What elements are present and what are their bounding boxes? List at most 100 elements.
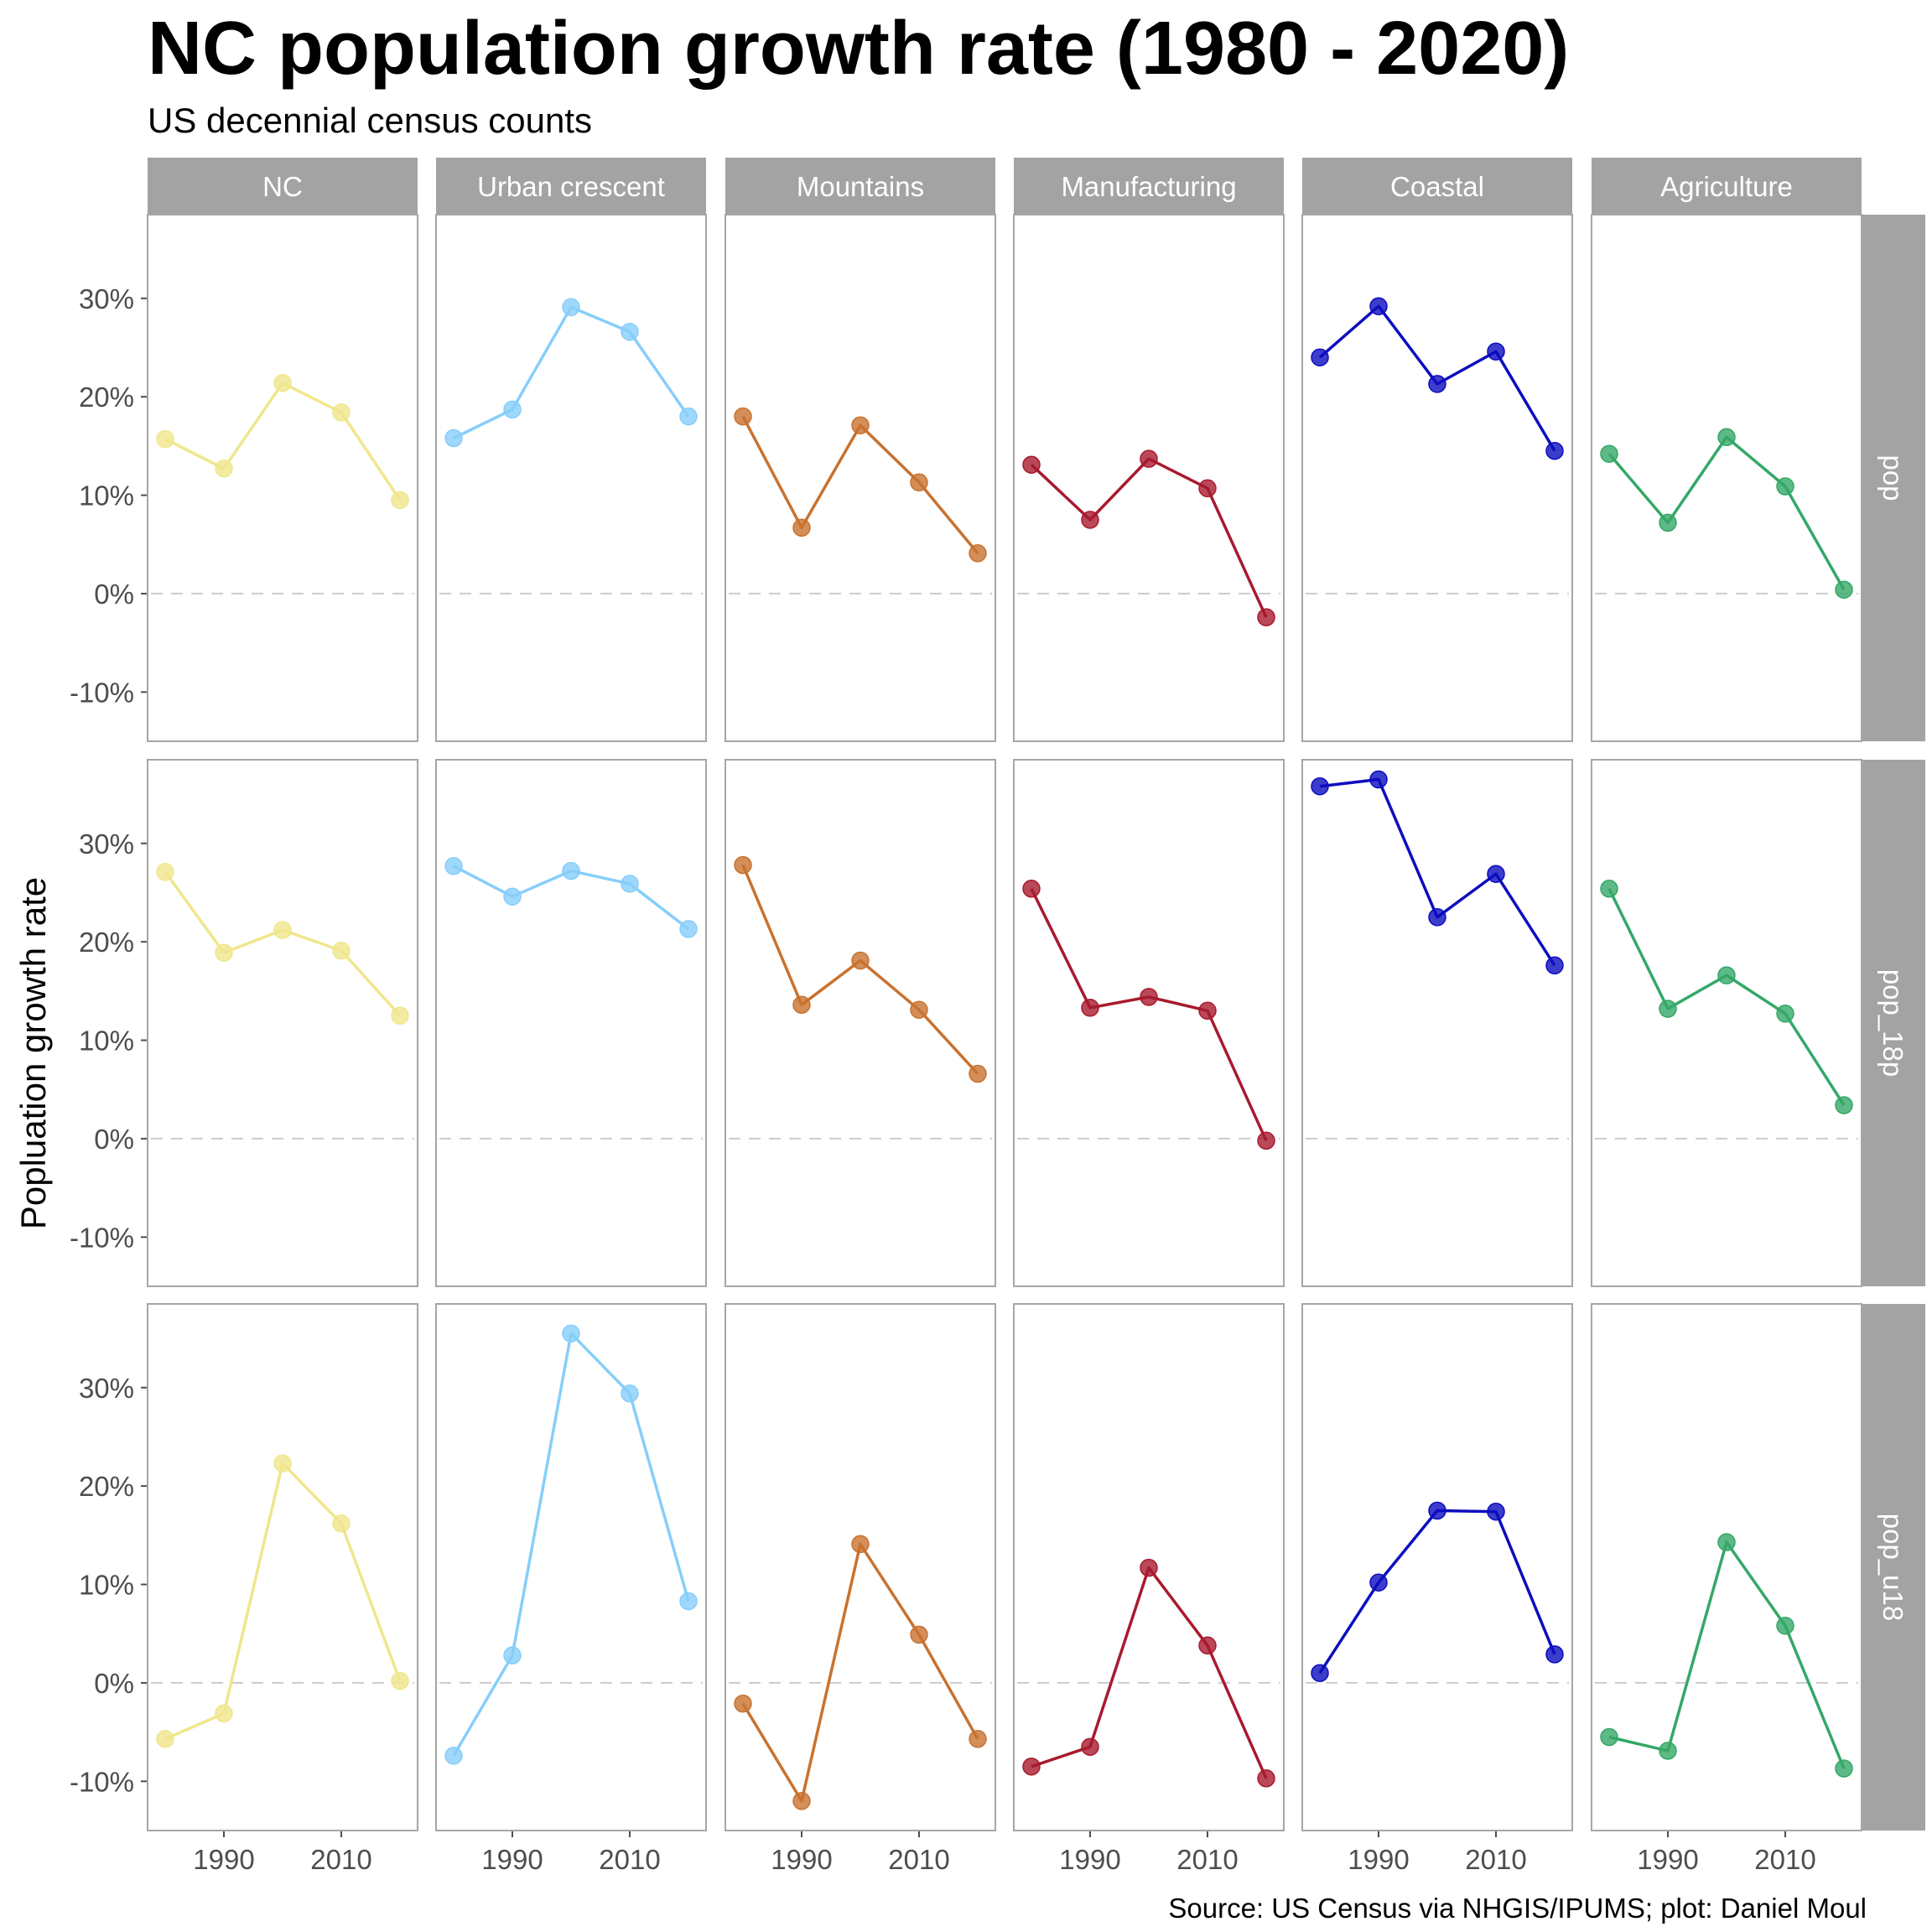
data-point-1980 <box>1600 444 1618 463</box>
panel-pop-mountains <box>724 214 996 742</box>
data-point-2000 <box>1717 966 1736 984</box>
strip-background <box>436 158 706 215</box>
data-point-2010 <box>910 473 928 492</box>
data-point-2000 <box>562 298 580 317</box>
strip-label: pop_18p <box>1877 969 1909 1077</box>
data-point-2020 <box>969 1730 987 1748</box>
data-point-1980 <box>1311 348 1329 366</box>
strip-background <box>725 158 995 215</box>
data-point-2010 <box>621 322 639 341</box>
strip-background <box>1592 158 1862 215</box>
strip-background <box>1014 158 1284 215</box>
data-point-1990 <box>215 1704 233 1723</box>
data-point-2000 <box>1717 1533 1736 1551</box>
data-point-1980 <box>734 407 752 426</box>
data-point-2010 <box>910 1625 928 1644</box>
panel-frame <box>1591 759 1862 1287</box>
panel-pop-u18-urban-crescent <box>435 1303 707 1831</box>
data-point-1980 <box>156 429 174 449</box>
data-point-1980 <box>1022 880 1041 898</box>
data-point-2010 <box>1776 1005 1794 1023</box>
panel-frame <box>435 1303 707 1831</box>
data-point-1980 <box>734 855 752 875</box>
panel-pop-agriculture <box>1591 214 1862 742</box>
y-tick-label: 0% <box>94 1124 134 1155</box>
data-point-1990 <box>1659 1742 1677 1760</box>
strip-label: Agriculture <box>1660 171 1793 202</box>
data-point-2000 <box>1428 908 1446 927</box>
data-point-2020 <box>1835 1096 1853 1114</box>
data-point-2010 <box>1487 865 1505 883</box>
panel-pop-18p-manufacturing <box>1013 759 1285 1287</box>
data-point-2000 <box>562 861 580 880</box>
data-point-1990 <box>1369 297 1388 315</box>
facet-strip-pop: pop <box>1862 215 1925 741</box>
x-tick-label: 2010 <box>310 1844 371 1875</box>
y-tick-label: 20% <box>79 927 134 958</box>
data-point-1990 <box>503 1646 522 1665</box>
strip-background <box>1862 1304 1925 1831</box>
facet-strip-mountains: Mountains <box>725 158 995 215</box>
data-point-2010 <box>621 1384 639 1403</box>
data-point-1980 <box>444 428 463 448</box>
data-point-1980 <box>734 1694 752 1713</box>
chart-caption: Source: US Census via NHGIS/IPUMS; plot:… <box>1168 1893 1867 1924</box>
x-tick-label: 2010 <box>1754 1844 1815 1875</box>
panel-frame <box>1591 214 1862 742</box>
data-point-2020 <box>1835 1759 1853 1778</box>
data-point-1980 <box>1311 776 1329 796</box>
data-point-1980 <box>1311 1664 1329 1682</box>
data-point-1990 <box>1369 770 1388 789</box>
data-point-1990 <box>215 460 233 478</box>
data-point-2000 <box>1140 988 1158 1006</box>
data-point-2020 <box>1257 1769 1275 1788</box>
y-tick-label: -10% <box>70 1766 134 1797</box>
data-point-1990 <box>792 1792 811 1810</box>
y-tick-label: 0% <box>94 1668 134 1699</box>
data-point-2020 <box>1545 956 1564 975</box>
data-point-2020 <box>391 491 409 510</box>
x-tick-label: 1990 <box>1348 1844 1409 1875</box>
data-point-1990 <box>1369 1573 1388 1592</box>
panel-pop-nc <box>147 214 418 742</box>
strip-background <box>1302 158 1572 215</box>
panel-pop-u18-coastal <box>1301 1303 1573 1831</box>
data-point-2000 <box>1140 1558 1158 1577</box>
facet-strip-manufacturing: Manufacturing <box>1014 158 1284 215</box>
data-point-2000 <box>851 416 870 434</box>
panel-frame <box>435 214 707 742</box>
data-point-2020 <box>391 1671 409 1690</box>
y-tick-label: 10% <box>79 480 134 512</box>
panel-pop-u18-mountains <box>724 1303 996 1831</box>
x-tick-label: 1990 <box>481 1844 543 1875</box>
facet-grid: NC Urban crescent Mountains Manufacturing Co… <box>70 158 1925 1875</box>
data-point-1980 <box>1022 1757 1041 1776</box>
data-point-1980 <box>1600 1727 1618 1747</box>
chart-subtitle: US decennial census counts <box>148 101 592 140</box>
data-point-2000 <box>1428 375 1446 393</box>
y-tick-label: 10% <box>79 1570 134 1601</box>
y-tick-label: 30% <box>79 1373 134 1404</box>
panel-pop-18p-mountains <box>724 759 996 1287</box>
facet-strip-agriculture: Agriculture <box>1592 158 1862 215</box>
data-point-1980 <box>1022 455 1041 474</box>
data-point-2020 <box>969 1064 987 1083</box>
x-tick-label: 2010 <box>1176 1844 1238 1875</box>
data-point-2010 <box>621 875 639 893</box>
panel-frame <box>724 759 996 1287</box>
data-point-1990 <box>1081 1737 1099 1756</box>
x-tick-label: 1990 <box>771 1844 832 1875</box>
data-point-1980 <box>444 1747 463 1765</box>
strip-label: Mountains <box>797 171 924 202</box>
data-point-1980 <box>156 1730 174 1748</box>
data-point-2010 <box>910 1000 928 1019</box>
panel-frame <box>147 1303 418 1831</box>
data-point-1990 <box>503 400 522 419</box>
y-axis-label: Popluation growth rate <box>13 877 53 1229</box>
data-point-1990 <box>792 995 811 1015</box>
data-point-2000 <box>273 1454 292 1472</box>
panel-frame <box>724 214 996 742</box>
data-point-1980 <box>1600 880 1618 898</box>
data-point-2010 <box>332 941 351 960</box>
x-tick-label: 2010 <box>1465 1844 1526 1875</box>
